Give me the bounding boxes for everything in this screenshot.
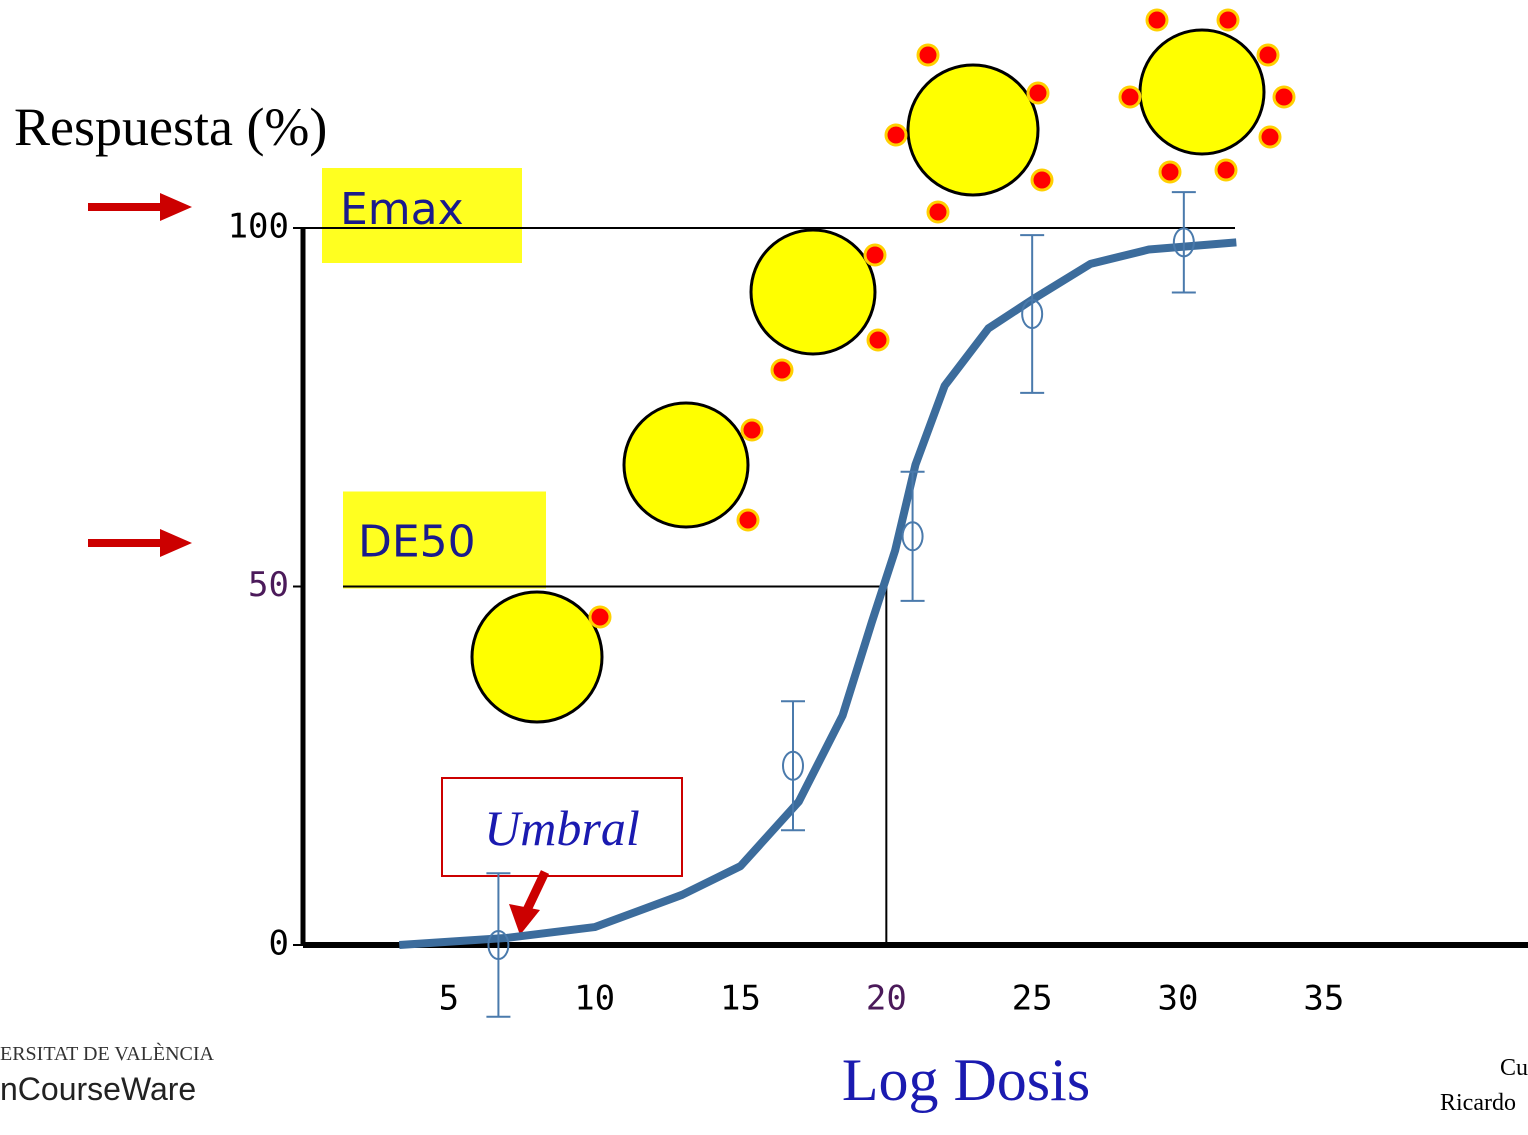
x-tick-label: 25 bbox=[1012, 979, 1053, 1019]
error-point bbox=[1020, 235, 1044, 393]
ligand bbox=[1274, 87, 1294, 107]
red-arrows bbox=[88, 193, 192, 557]
ligand bbox=[1028, 83, 1048, 103]
logo-bottom: nCourseWare bbox=[0, 1071, 196, 1107]
y-tick-label: 0 bbox=[269, 924, 289, 964]
receptor bbox=[1140, 30, 1264, 154]
y-tick-label: 100 bbox=[228, 207, 289, 247]
ligand bbox=[1032, 170, 1052, 190]
receptor bbox=[751, 230, 875, 354]
error-point bbox=[901, 472, 925, 601]
ligand bbox=[1120, 87, 1140, 107]
x-tick-label: 20 bbox=[866, 979, 907, 1019]
ligand bbox=[1258, 45, 1278, 65]
x-tick-label: 10 bbox=[574, 979, 615, 1019]
x-tick-label: 35 bbox=[1303, 979, 1344, 1019]
error-point bbox=[781, 701, 805, 830]
x-tick-label: 30 bbox=[1158, 979, 1199, 1019]
ligand bbox=[1216, 160, 1236, 180]
slide: Respuesta (%) Log Dosis ERSITAT DE VALÈN… bbox=[0, 0, 1528, 1135]
credit: Ricardo bbox=[1440, 1090, 1516, 1116]
ligand bbox=[928, 202, 948, 222]
ligand bbox=[1160, 162, 1180, 182]
receptor bbox=[472, 592, 602, 722]
ligand bbox=[1218, 10, 1238, 30]
ligand bbox=[886, 125, 906, 145]
x-axis-label: Log Dosis bbox=[842, 1047, 1090, 1113]
ligand bbox=[865, 245, 885, 265]
ligand bbox=[738, 510, 758, 530]
ligand bbox=[1260, 127, 1280, 147]
ligand bbox=[590, 607, 610, 627]
ligand bbox=[772, 360, 792, 380]
ligand bbox=[868, 330, 888, 350]
receptor bbox=[624, 403, 748, 527]
annotation: Umbral bbox=[484, 800, 640, 856]
ligand bbox=[742, 420, 762, 440]
annotation-arrow bbox=[527, 872, 545, 910]
y-axis-label: Respuesta (%) bbox=[14, 97, 327, 157]
logo-top: ERSITAT DE VALÈNCIA bbox=[0, 1042, 215, 1065]
annotation: DE50 bbox=[358, 517, 476, 568]
y-tick-label: 50 bbox=[248, 565, 289, 605]
credit: Cu bbox=[1500, 1055, 1528, 1081]
ligand bbox=[1147, 10, 1167, 30]
receptor bbox=[908, 65, 1038, 195]
x-tick-label: 5 bbox=[439, 979, 459, 1019]
x-tick-label: 15 bbox=[720, 979, 761, 1019]
ligand bbox=[918, 45, 938, 65]
